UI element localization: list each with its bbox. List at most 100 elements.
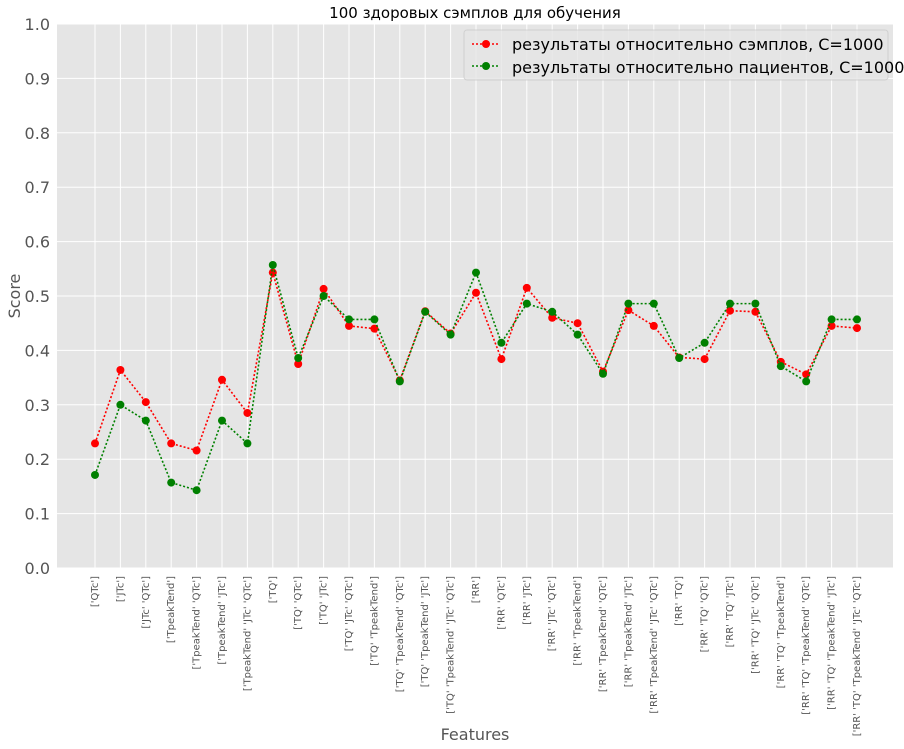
data-point [268, 260, 277, 269]
x-tick-label: ['TQ' 'JTc'] [319, 576, 330, 625]
data-point [370, 324, 379, 333]
x-tick-label: ['RR' 'TpeakTend' 'QTc'] [598, 576, 609, 692]
x-tick-label: ['RR' 'TQ' 'JTc'] [725, 576, 736, 647]
data-point [853, 324, 861, 333]
legend-marker-samples [482, 40, 490, 48]
data-point [573, 330, 582, 339]
data-point [319, 292, 328, 300]
y-axis-label: Score [5, 274, 24, 319]
data-point [141, 398, 150, 407]
x-tick-label: ['RR' 'TQ' 'TpeakTend' 'JTc'] [827, 576, 838, 710]
data-point [675, 354, 684, 363]
data-point [548, 313, 557, 322]
data-point [497, 338, 506, 347]
data-point [522, 283, 531, 292]
data-point [649, 299, 658, 308]
data-point [167, 439, 176, 448]
x-tick-label: ['RR'] [471, 576, 482, 603]
x-tick-label: ['TQ'] [268, 576, 279, 603]
data-point [700, 355, 709, 364]
data-point [472, 268, 480, 277]
data-point [599, 369, 607, 378]
data-point [421, 307, 430, 316]
chart-title: 100 здоровых сэмплов для обучения [329, 4, 621, 22]
data-point [192, 486, 201, 495]
data-point [726, 299, 734, 308]
data-point [116, 400, 125, 409]
data-point [726, 306, 734, 315]
data-point [497, 355, 506, 364]
x-tick-label: ['TQ' 'TpeakTend' 'JTc'] [420, 576, 431, 687]
y-ticks: 0.0 0.1 0.2 0.3 0.4 0.5 0.6 0.7 0.8 0.9 1.0 [25, 15, 50, 578]
y-tick-label: 0.6 [25, 233, 50, 252]
y-tick-label: 0.5 [25, 287, 50, 306]
data-point [700, 338, 709, 347]
y-tick-label: 1.0 [25, 15, 50, 34]
x-tick-label: ['RR' 'TpeakTend' 'JTc' 'QTc'] [649, 576, 660, 714]
data-point [522, 299, 531, 308]
data-point [218, 375, 226, 384]
data-point [649, 321, 658, 330]
x-tick-label: ['TpeakTend' 'JTc'] [217, 576, 228, 665]
x-tick-label: ['TpeakTend'] [166, 576, 177, 643]
data-point [548, 307, 557, 316]
data-point [624, 299, 633, 308]
x-tick-label: ['RR' 'JTc' 'QTc'] [547, 576, 558, 651]
x-tick-label: ['RR' 'QTc'] [496, 576, 507, 630]
data-point [853, 315, 861, 324]
data-point [141, 416, 150, 425]
data-point [91, 439, 99, 448]
legend-box [463, 29, 889, 81]
data-point [116, 365, 125, 374]
y-tick-label: 0.3 [25, 396, 50, 415]
data-point [827, 321, 836, 330]
x-tick-label: ['TQ' 'TpeakTend' 'JTc' 'QTc'] [446, 576, 457, 714]
data-point [345, 321, 353, 330]
data-point [802, 370, 811, 379]
data-point [395, 377, 404, 386]
x-tick-label: ['RR' 'JTc'] [522, 576, 533, 625]
data-point [294, 354, 303, 363]
x-axis-label: Features [441, 725, 510, 744]
data-point [192, 446, 201, 455]
data-point [370, 315, 379, 324]
x-tick-label: ['RR' 'TQ' 'QTc'] [700, 576, 711, 652]
x-tick-label: ['TQ' 'JTc' 'QTc'] [344, 576, 355, 651]
y-tick-label: 0.4 [25, 341, 50, 360]
y-tick-label: 0.2 [25, 450, 50, 469]
legend: результаты относительно сэмплов, C=1000 … [463, 29, 904, 81]
y-tick-label: 0.1 [25, 505, 50, 524]
data-point [776, 362, 785, 371]
data-point [218, 416, 226, 425]
data-point [345, 315, 353, 324]
y-tick-label: 0.0 [25, 559, 50, 578]
data-point [319, 284, 328, 293]
x-tick-label: ['RR' 'TQ'] [674, 576, 685, 626]
y-tick-label: 0.7 [25, 178, 50, 197]
legend-label-samples: результаты относительно сэмплов, C=1000 [512, 35, 884, 54]
x-tick-label: ['TQ' 'TpeakTend' 'QTc'] [395, 576, 406, 692]
x-tick-label: ['TpeakTend' 'QTc'] [192, 576, 203, 670]
data-point [751, 299, 760, 308]
x-ticks: ['QTc'] ['JTc'] ['JTc' 'QTc'] ['TpeakTend']… [90, 576, 863, 736]
data-point [573, 319, 582, 328]
x-tick-label: ['RR' 'TQ' 'TpeakTend' 'JTc' 'QTc'] [852, 576, 863, 736]
data-point [167, 478, 176, 487]
x-tick-label: ['RR' 'TpeakTend' 'JTc'] [623, 576, 634, 687]
x-tick-label: ['RR' 'TQ' 'TpeakTend'] [776, 576, 787, 688]
data-point [91, 470, 99, 479]
x-tick-label: ['RR' 'TpeakTend'] [573, 576, 584, 666]
x-tick-label: ['TQ' 'TpeakTend'] [369, 576, 380, 666]
data-point [624, 306, 633, 315]
x-tick-label: ['QTc'] [90, 576, 101, 607]
y-tick-label: 0.8 [25, 124, 50, 143]
x-tick-label: ['RR' 'TQ' 'TpeakTend' 'QTc'] [801, 576, 812, 715]
data-point [827, 315, 836, 324]
data-point [446, 330, 455, 339]
x-tick-label: ['TpeakTend' 'JTc' 'QTc'] [242, 576, 253, 691]
series-group [91, 260, 861, 495]
data-point [472, 288, 480, 297]
data-point [802, 377, 811, 386]
x-tick-label: ['JTc'] [115, 576, 126, 602]
y-tick-label: 0.9 [25, 69, 50, 88]
